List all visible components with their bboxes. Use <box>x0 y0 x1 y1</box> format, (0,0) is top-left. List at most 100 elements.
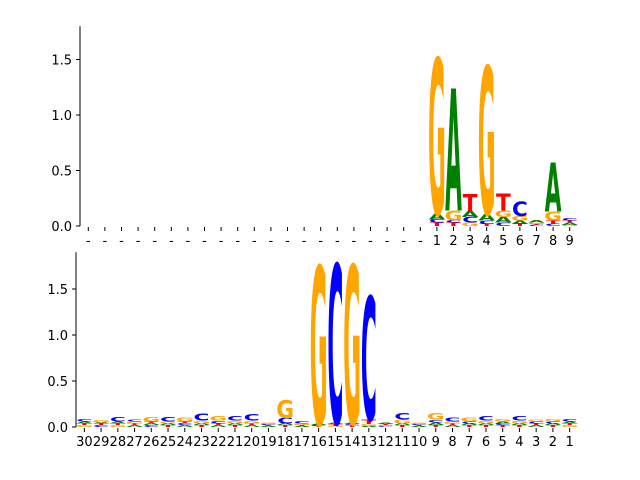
x-tick-label: 19 <box>260 435 277 450</box>
x-tick-label: 11 <box>394 435 411 450</box>
logo-letter-a: A <box>294 426 311 427</box>
logo-letter-a: A <box>126 425 143 428</box>
logo-letter-g: G <box>528 222 546 224</box>
logo-letter-a: A <box>160 423 177 426</box>
x-tick-label: 3 <box>532 435 540 450</box>
logo-letter-c: C <box>511 415 527 422</box>
x-tick-label: 17 <box>294 435 311 450</box>
logo-letter-t: T <box>194 425 209 428</box>
logo-letter-t: T <box>361 418 376 425</box>
logo-letter-t: T <box>161 425 176 428</box>
x-tick-label: 27 <box>126 435 143 450</box>
logo-letter-a: A <box>243 425 260 428</box>
logo-letter-g: G <box>109 425 127 428</box>
x-tick-label: - <box>119 234 124 249</box>
logo-letter-c: C <box>562 418 578 422</box>
x-tick-label: 5 <box>499 435 507 450</box>
logo-letter-g: G <box>209 415 227 422</box>
logo-letter-c: C <box>143 425 159 428</box>
logo-letter-a: A <box>429 212 446 221</box>
logo-letter-c: C <box>260 424 276 425</box>
logo-letter-g: G <box>193 420 211 424</box>
x-tick-label: 2 <box>549 435 557 450</box>
logo-letter-g: G <box>461 222 479 227</box>
logo-letter-g: G <box>360 424 378 427</box>
logo-letter-t: T <box>479 223 494 227</box>
logo-letter-a: A <box>93 422 110 423</box>
logo-letter-t: T <box>94 423 109 426</box>
x-tick-label: 21 <box>227 435 244 450</box>
logo-letter-t: T <box>261 425 277 426</box>
logo-letter-c: C <box>411 424 427 425</box>
logo-letter-c: C <box>445 417 461 423</box>
logo-letter-t: T <box>512 425 527 428</box>
x-tick-label: 3 <box>466 234 474 249</box>
x-tick-label: 30 <box>76 435 93 450</box>
x-tick-label: 18 <box>277 435 294 450</box>
logo-letter-a: A <box>461 423 478 426</box>
logo-letter-t: T <box>430 222 445 227</box>
logo-letter-g: G <box>276 394 294 424</box>
logo-letter-t: T <box>211 423 226 426</box>
logo-letter-a: A <box>360 426 377 427</box>
logo-letter-g: G <box>92 419 110 423</box>
x-tick-label: 1 <box>565 435 573 450</box>
logo-letter-g: G <box>494 418 512 422</box>
x-tick-label: - <box>302 234 307 249</box>
logo-letter-c: C <box>462 216 478 225</box>
logo-letter-t: T <box>479 425 494 428</box>
logo-letter-g: G <box>176 417 194 423</box>
logo-letter-g: G <box>511 420 529 424</box>
x-tick-label: - <box>219 234 224 249</box>
logo-letter-t: T <box>77 423 92 426</box>
x-tick-label: - <box>169 234 174 249</box>
logo-letter-t: T <box>428 425 443 428</box>
logo-letter-c: C <box>378 426 394 427</box>
x-tick-label: 15 <box>327 435 344 450</box>
logo-letter-c: C <box>495 222 511 227</box>
x-tick-label: - <box>86 234 91 249</box>
logo-letter-g: G <box>544 210 562 224</box>
x-tick-label: 8 <box>549 234 557 249</box>
logo-letter-a: A <box>143 423 160 426</box>
logo-letter-a: A <box>528 220 545 224</box>
logo-letter-a: A <box>561 421 578 424</box>
x-tick-label: - <box>401 234 406 249</box>
x-tick-label: 16 <box>310 435 327 450</box>
logo-letter-g: G <box>561 225 579 227</box>
logo-letter-c: C <box>311 425 327 426</box>
logo-letter-g: G <box>428 17 446 265</box>
logo-letter-a: A <box>512 220 529 225</box>
logo-letter-c: C <box>545 223 561 227</box>
x-tick-label: 9 <box>566 234 574 249</box>
logo-letter-g: G <box>445 208 463 224</box>
x-tick-label: - <box>202 234 207 249</box>
logo-letter-t: T <box>562 423 577 426</box>
x-tick-label: 20 <box>243 435 260 450</box>
logo-letter-c: C <box>529 225 545 227</box>
logo-letter-a: A <box>462 210 479 219</box>
logo-letter-t: T <box>294 425 310 426</box>
x-tick-label: 23 <box>193 435 210 450</box>
logo-letter-a: A <box>444 425 461 428</box>
logo-letter-g: G <box>544 418 562 422</box>
logo-letter-c: C <box>244 413 260 423</box>
logo-letter-t: T <box>228 425 243 428</box>
logo-letter-t: T <box>529 423 544 426</box>
logo-letter-c: C <box>545 421 561 424</box>
logo-letter-t: T <box>412 425 428 426</box>
logo-letter-t: T <box>127 423 142 426</box>
